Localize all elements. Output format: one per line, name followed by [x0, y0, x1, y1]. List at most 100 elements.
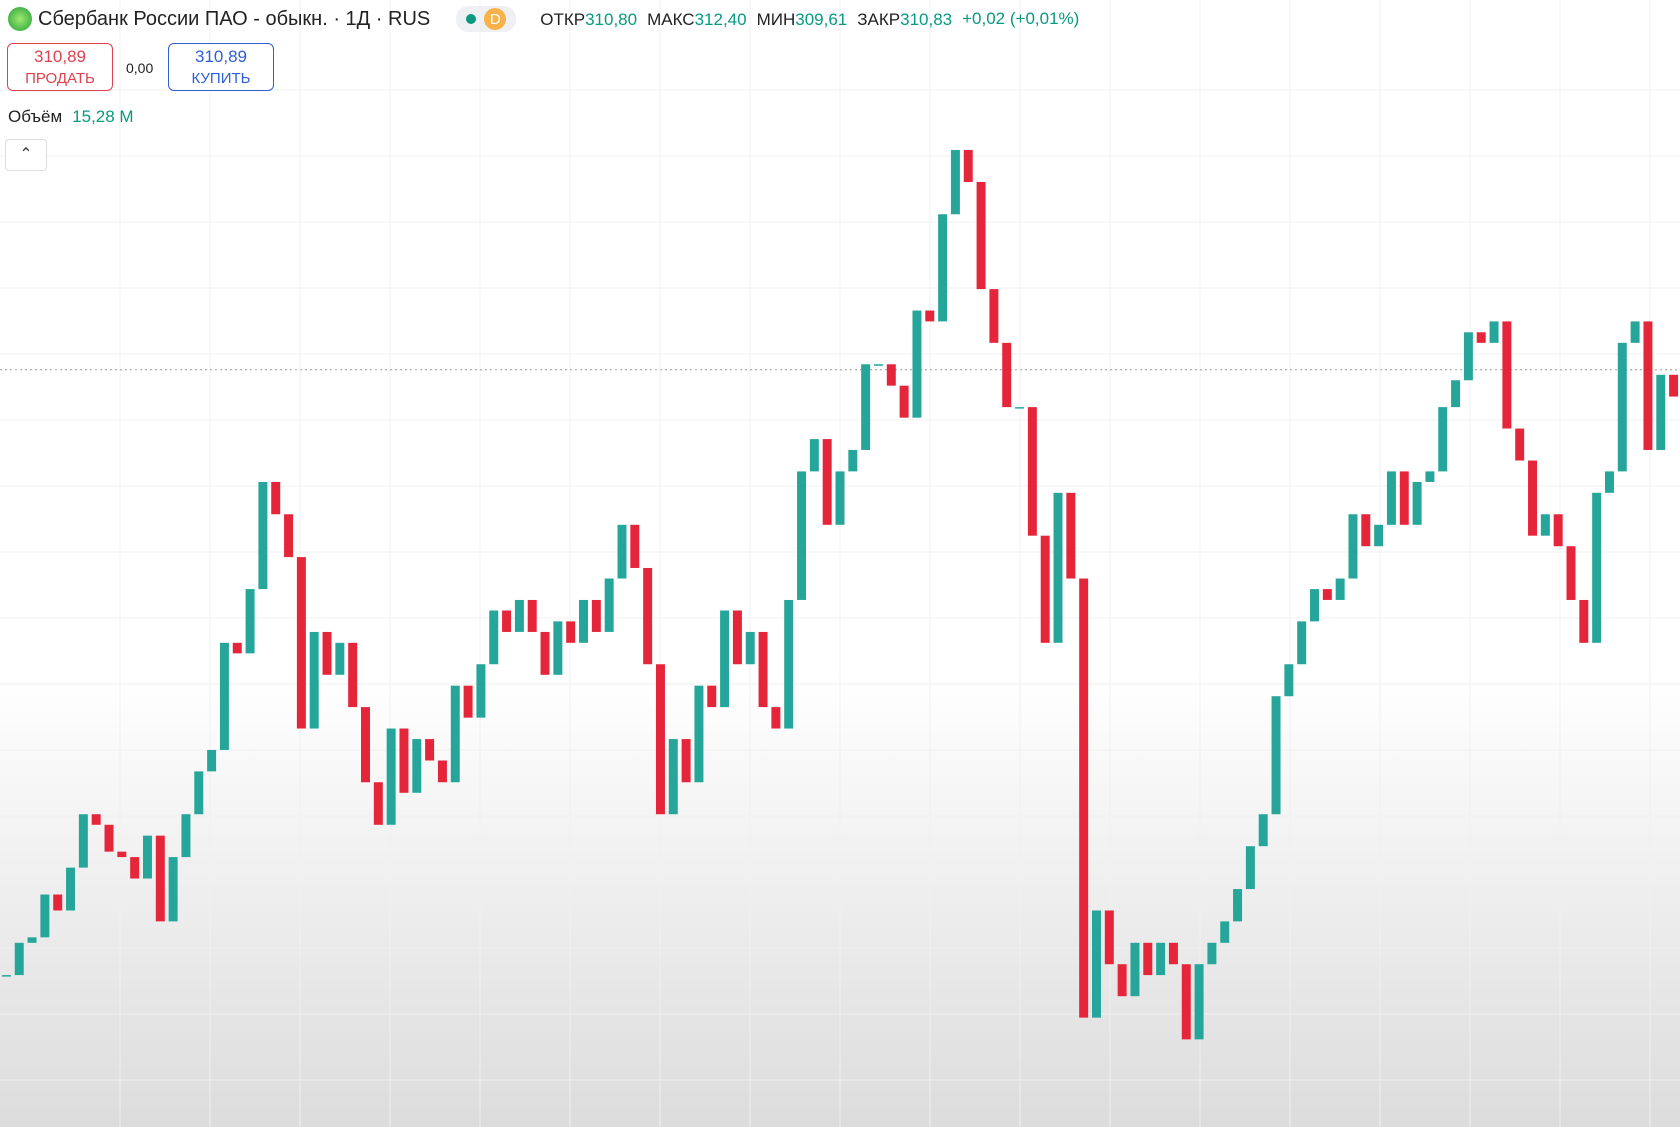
candle [232, 642, 242, 654]
buy-button[interactable]: 310,89 КУПИТЬ [168, 43, 274, 91]
change: +0,02 (+0,01%) [962, 9, 1080, 28]
candle [848, 449, 858, 472]
ohlc-label: ОТКР [540, 9, 586, 29]
candle [245, 589, 255, 654]
candle [1053, 492, 1063, 643]
candle [104, 824, 114, 852]
candle [809, 439, 819, 472]
candle [1656, 374, 1666, 450]
candle [194, 771, 204, 815]
candle [27, 937, 37, 943]
ohlc-label: МИН [756, 9, 796, 29]
candle [1027, 407, 1037, 536]
candle [1592, 492, 1602, 643]
candle [502, 610, 512, 632]
header: Сбербанк России ПАО - обыкн. · 1Д · RUS … [8, 6, 1079, 32]
candle [1015, 407, 1025, 409]
candle [1207, 942, 1217, 965]
candle [1117, 964, 1127, 997]
sell-button[interactable]: 310,89 ПРОДАТЬ [7, 43, 113, 91]
candle [1156, 942, 1166, 976]
ohlc-value: 309,61 [795, 9, 848, 29]
ohlc-item: МИН309,61 [757, 10, 848, 29]
candle [1284, 664, 1294, 697]
candle [1489, 321, 1499, 343]
candle [1630, 321, 1640, 343]
candle [489, 610, 499, 665]
candle [463, 685, 473, 718]
candle [514, 599, 524, 632]
candle [1451, 380, 1461, 408]
collapse-button[interactable]: ⌃ [5, 139, 47, 171]
candle [553, 621, 563, 675]
candle [745, 631, 755, 665]
candle [14, 942, 24, 976]
candle [425, 739, 435, 761]
candle [1604, 471, 1614, 493]
candle [1566, 546, 1576, 600]
candle [219, 642, 229, 750]
candle [938, 214, 948, 322]
candle [437, 760, 447, 783]
candle [1220, 921, 1230, 943]
candle [797, 471, 807, 600]
candle [630, 524, 640, 568]
candle [604, 578, 614, 632]
candle [1335, 578, 1345, 600]
candle [1079, 578, 1089, 1018]
candle [1104, 910, 1114, 965]
candle [1181, 964, 1191, 1040]
candle [1297, 621, 1307, 665]
candle [155, 835, 165, 922]
candle [989, 289, 999, 343]
candle [1476, 332, 1486, 343]
volume: Объём 15,28 M [8, 107, 134, 127]
candle [1348, 514, 1358, 579]
candle [1386, 471, 1396, 525]
ohlc-value: 312,40 [694, 9, 747, 29]
ohlc-item: МАКС312,40 [647, 10, 747, 29]
candle [912, 310, 922, 418]
candle [1528, 460, 1538, 536]
candle [271, 481, 281, 515]
candle [527, 599, 537, 632]
candle [707, 685, 717, 708]
candle [758, 631, 768, 708]
candle [784, 599, 794, 729]
candle [886, 364, 896, 386]
candle [591, 599, 601, 632]
spread: 0,00 [126, 60, 154, 76]
symbol-title[interactable]: Сбербанк России ПАО - обыкн. · 1Д · RUS [38, 7, 431, 30]
candle [1310, 589, 1319, 622]
candle [1579, 599, 1589, 643]
candle [53, 894, 63, 911]
candle [130, 857, 140, 879]
candle [1245, 846, 1255, 890]
candle [399, 728, 409, 793]
candle [976, 181, 986, 290]
ohlc-value: 310,80 [585, 9, 638, 29]
candle [142, 835, 152, 879]
candle [1194, 964, 1204, 1040]
buy-label: КУПИТЬ [191, 70, 251, 87]
ohlc-item: ЗАКР310,83 [857, 10, 952, 29]
candle [1553, 514, 1563, 547]
candle [1643, 321, 1653, 450]
volume-label: Объём [8, 107, 63, 126]
sell-label: ПРОДАТЬ [25, 70, 95, 87]
candle [1412, 481, 1422, 525]
candle [335, 642, 345, 675]
candle [412, 739, 422, 793]
candle [1002, 342, 1012, 408]
candle [1425, 471, 1435, 482]
candle [1168, 942, 1178, 965]
ohlc-item: ОТКР310,80 [540, 10, 637, 29]
candle [309, 631, 319, 729]
candle [168, 857, 178, 922]
candle [1233, 889, 1243, 922]
candle [373, 782, 383, 825]
candle [78, 814, 88, 868]
candle [835, 471, 845, 525]
candle [963, 149, 973, 182]
